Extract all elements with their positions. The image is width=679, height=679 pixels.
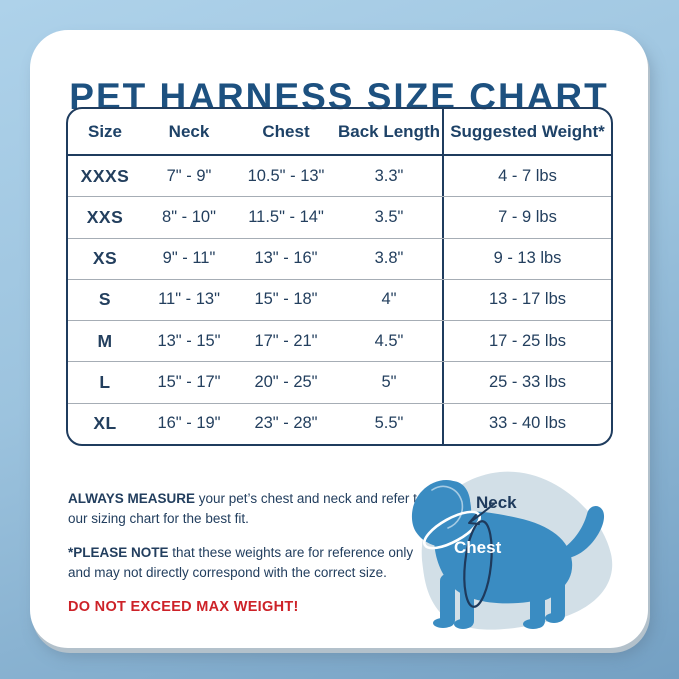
cell-back-length: 4" [381,290,397,309]
always-measure-note: ALWAYS MEASURE your pet’s chest and neck… [68,489,432,529]
cell-size: L [99,372,111,393]
cell-neck: 11" - 13" [158,290,220,309]
cell-weight: 33 - 40 lbs [442,403,611,444]
header-neck: Neck [168,121,210,141]
table-row: XL 16" - 19" 23" - 28" 5.5" 33 - 40 lbs [68,402,611,444]
cell-chest: 17" - 21" [254,331,318,350]
table-row: XXXS 7" - 9" 10.5" - 13" 3.3" 4 - 7 lbs [68,156,611,197]
cell-neck: 13" - 15" [157,331,221,350]
ear-outline [431,485,464,529]
cell-back-length: 5.5" [374,414,404,433]
cell-weight: 9 - 13 lbs [442,238,611,279]
cell-neck: 7" - 9" [166,166,212,185]
cell-size: M [97,330,113,351]
table-row: S 11" - 13" 15" - 18" 4" 13 - 17 lbs [68,278,611,321]
cell-neck: 16" - 19" [157,414,221,433]
dog-silhouette [411,479,605,629]
please-note: *PLEASE NOTE that these weights are for … [68,543,432,583]
cell-chest: 11.5" - 14" [248,207,324,226]
cell-neck: 9" - 11" [162,249,216,268]
cell-size: XXXS [80,165,130,186]
dog-measurement-diagram: Neck Chest [402,458,644,662]
chest-measure-loop [463,520,493,608]
size-chart-table: Size Neck Chest Back Length Suggested We… [66,107,613,446]
table-row: XXS 8" - 10" 11.5" - 14" 3.5" 7 - 9 lbs [68,196,611,238]
please-note-text: that these weights are for reference onl… [68,544,414,580]
cell-chest: 20" - 25" [254,373,318,392]
sizing-notes: ALWAYS MEASURE your pet’s chest and neck… [68,489,432,632]
cell-neck: 8" - 10" [162,207,216,226]
cell-chest: 13" - 16" [254,249,318,268]
cell-neck: 15" - 17" [157,373,221,392]
cell-back-length: 3.8" [374,249,404,268]
cell-chest: 10.5" - 13" [247,166,325,185]
table-header-row: Size Neck Chest Back Length Suggested We… [68,109,611,156]
cell-back-length: 5" [381,373,397,392]
header-suggested-weight: Suggested Weight* [442,109,611,154]
table-row: M 13" - 15" 17" - 21" 4.5" 17 - 25 lbs [68,320,611,362]
neck-pointer-arrowhead [468,514,480,525]
header-chest: Chest [262,121,310,141]
always-measure-text: your pet’s chest and neck and refer to o… [68,491,425,526]
cell-back-length: 3.5" [374,207,404,226]
header-size: Size [87,121,123,141]
cell-size: XS [92,248,118,269]
header-back-length: Back Length [337,121,441,141]
cell-size: S [98,289,112,310]
cell-back-length: 4.5" [374,331,404,350]
table-row: XS 9" - 11" 13" - 16" 3.8" 9 - 13 lbs [68,237,611,279]
chest-label: Chest [454,538,502,557]
cell-chest: 23" - 28" [254,414,318,433]
cell-weight: 13 - 17 lbs [442,279,611,321]
page-title: PET HARNESS SIZE CHART [69,76,609,117]
always-measure-lead: ALWAYS MEASURE [68,491,196,506]
max-weight-warning: DO NOT EXCEED MAX WEIGHT! [68,598,299,615]
cell-size: XL [93,413,117,434]
dog-illustration [411,471,613,630]
neck-label: Neck [476,493,517,512]
table-row: L 15" - 17" 20" - 25" 5" 25 - 33 lbs [68,361,611,403]
cell-weight: 7 - 9 lbs [442,197,611,238]
cell-weight: 17 - 25 lbs [442,321,611,362]
cell-chest: 15" - 18" [254,290,318,309]
cell-size: XXS [86,206,124,227]
please-note-lead: *PLEASE NOTE [68,544,169,560]
cell-weight: 25 - 33 lbs [442,362,611,403]
cell-weight: 4 - 7 lbs [442,156,611,197]
cell-back-length: 3.3" [374,166,404,185]
size-chart-card: PET HARNESS SIZE CHART Size Neck Chest B… [30,30,648,648]
